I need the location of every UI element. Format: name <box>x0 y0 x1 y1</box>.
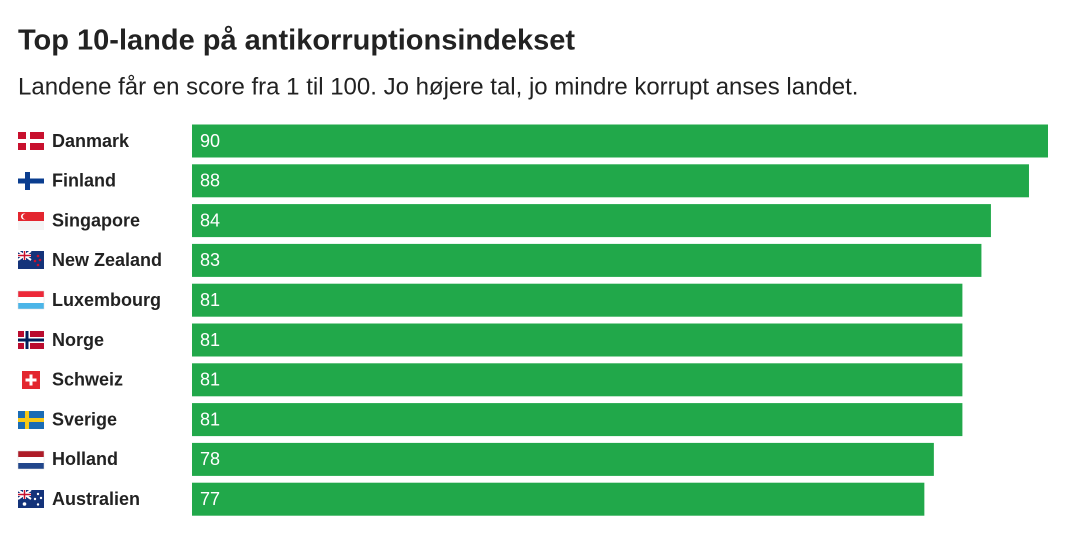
flag <box>18 172 44 190</box>
bar <box>192 164 1029 198</box>
value-label: 81 <box>200 330 220 350</box>
bar <box>192 403 963 437</box>
chart-title: Top 10-lande på antikorruptionsindekset <box>18 25 575 57</box>
bar <box>192 124 1048 158</box>
value-label: 81 <box>200 370 220 390</box>
flag <box>17 250 44 269</box>
flag <box>17 290 45 310</box>
flag <box>18 411 44 429</box>
value-label: 81 <box>200 409 220 429</box>
flag <box>17 450 45 470</box>
category-label: Sverige <box>52 409 117 429</box>
flag <box>18 212 44 230</box>
value-label: 90 <box>200 131 220 151</box>
value-label: 81 <box>200 290 220 310</box>
category-label: Finland <box>52 171 116 191</box>
category-label: Luxembourg <box>52 290 161 310</box>
bar <box>192 482 925 516</box>
chart-subtitle: Landene får en score fra 1 til 100. Jo h… <box>18 73 858 100</box>
category-label: Australien <box>52 489 140 509</box>
category-label: Schweiz <box>52 370 123 390</box>
bar <box>192 283 963 317</box>
value-label: 83 <box>200 250 220 270</box>
bar <box>192 363 963 397</box>
bar <box>192 243 982 277</box>
category-label: New Zealand <box>52 250 162 270</box>
category-label: Norge <box>52 330 104 350</box>
bar <box>192 442 934 476</box>
flags <box>17 132 45 508</box>
flag <box>17 489 44 508</box>
category-label: Singapore <box>52 210 140 230</box>
flag <box>18 331 44 349</box>
bar <box>192 204 991 238</box>
bar <box>192 323 963 357</box>
flag <box>18 132 44 150</box>
category-label: Danmark <box>52 131 130 151</box>
value-label: 78 <box>200 449 220 469</box>
value-label: 84 <box>200 210 220 230</box>
category-label: Holland <box>52 449 118 469</box>
value-label: 77 <box>200 489 220 509</box>
value-label: 88 <box>200 171 220 191</box>
flag <box>22 371 40 389</box>
